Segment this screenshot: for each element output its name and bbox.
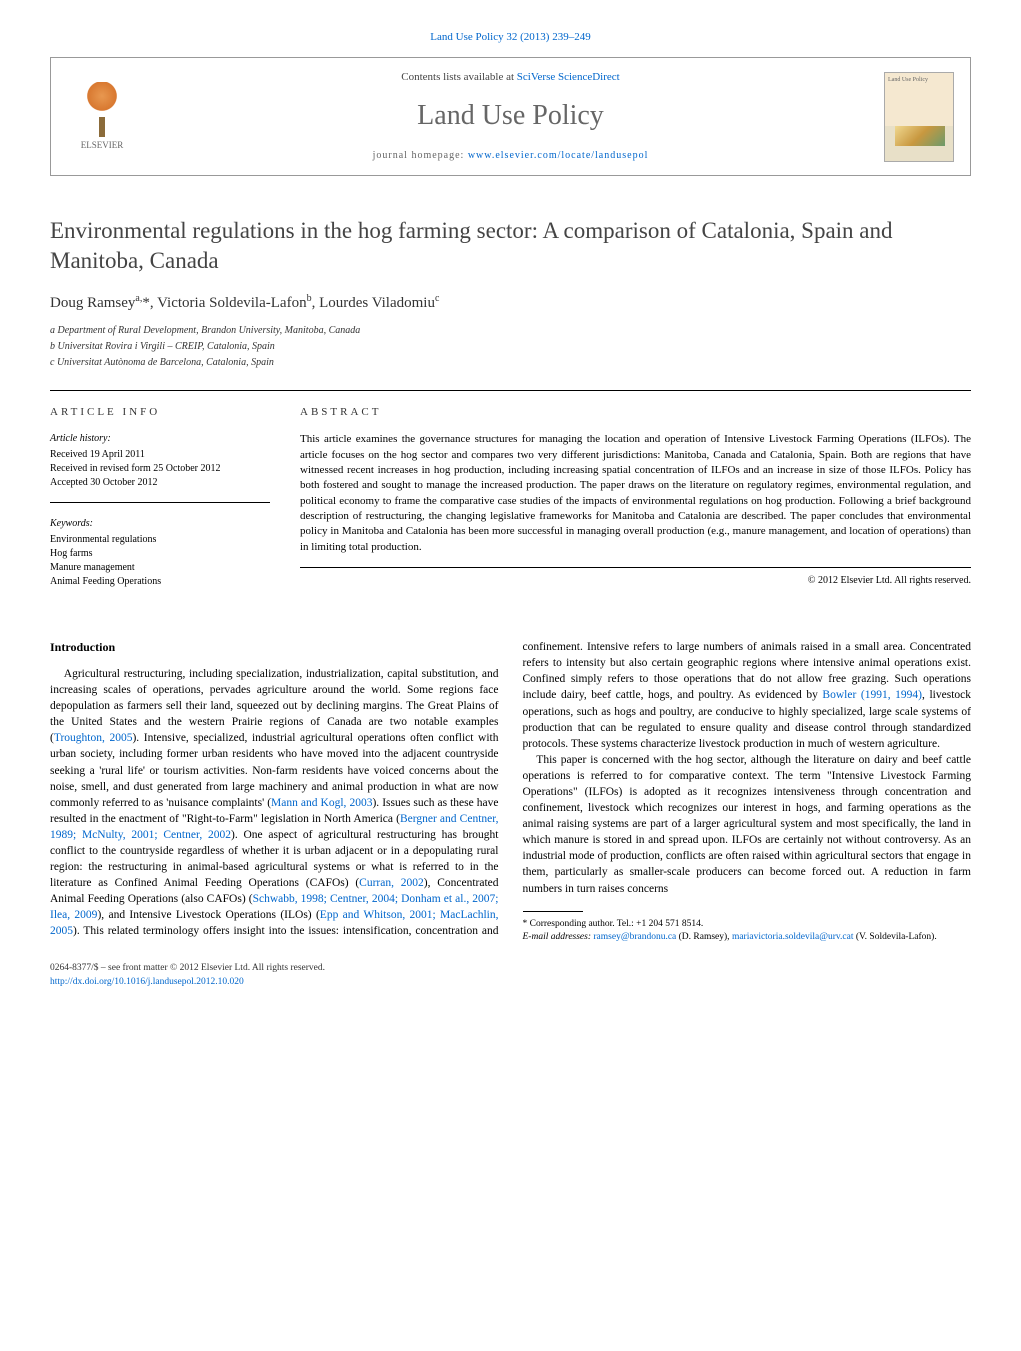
- header-center: Contents lists available at SciVerse Sci…: [153, 70, 868, 163]
- email-addresses: E-mail addresses: ramsey@brandonu.ca (D.…: [523, 931, 972, 944]
- body-paragraph: This paper is concerned with the hog sec…: [523, 752, 972, 897]
- abstract-copyright: © 2012 Elsevier Ltd. All rights reserved…: [300, 574, 971, 588]
- keyword: Environmental regulations: [50, 533, 270, 547]
- journal-reference: Land Use Policy 32 (2013) 239–249: [50, 30, 971, 45]
- keyword: Animal Feeding Operations: [50, 575, 270, 589]
- publisher-label: ELSEVIER: [81, 139, 124, 152]
- history-revised: Received in revised form 25 October 2012: [50, 462, 270, 476]
- abstract-col: ABSTRACT This article examines the gover…: [300, 405, 971, 615]
- elsevier-tree-icon: [77, 82, 127, 137]
- doi-link[interactable]: http://dx.doi.org/10.1016/j.landusepol.2…: [50, 977, 244, 987]
- abstract-text: This article examines the governance str…: [300, 432, 971, 568]
- keywords-block: Keywords: Environmental regulations Hog …: [50, 517, 270, 601]
- body-text: ), and Intensive Livestock Operations (I…: [97, 909, 319, 921]
- history-received: Received 19 April 2011: [50, 448, 270, 462]
- footnotes: * Corresponding author. Tel.: +1 204 571…: [523, 918, 972, 945]
- article-info-col: ARTICLE INFO Article history: Received 1…: [50, 405, 270, 615]
- article-body: Introduction Agricultural restructuring,…: [50, 639, 971, 944]
- citation-link[interactable]: Mann and Kogl, 2003: [271, 797, 372, 809]
- contents-line: Contents lists available at SciVerse Sci…: [153, 70, 868, 85]
- keyword: Manure management: [50, 561, 270, 575]
- homepage-link[interactable]: www.elsevier.com/locate/landusepol: [468, 150, 649, 161]
- article-title: Environmental regulations in the hog far…: [50, 216, 971, 276]
- footnote-separator: [523, 911, 583, 912]
- sciencedirect-link[interactable]: SciVerse ScienceDirect: [517, 71, 620, 83]
- keyword: Hog farms: [50, 547, 270, 561]
- affiliation-a: a Department of Rural Development, Brand…: [50, 324, 971, 338]
- email-who: (D. Ramsey),: [676, 932, 729, 942]
- homepage-prefix: journal homepage:: [373, 150, 468, 161]
- citation-link[interactable]: Bowler (1991, 1994): [822, 689, 922, 701]
- email-link[interactable]: ramsey@brandonu.ca: [593, 932, 676, 942]
- citation-link[interactable]: Troughton, 2005: [54, 732, 133, 744]
- email-link[interactable]: mariavictoria.soldevila@urv.cat: [732, 932, 854, 942]
- authors-line: Doug Ramseya,*, Victoria Soldevila-Lafon…: [50, 292, 971, 314]
- abstract-heading: ABSTRACT: [300, 405, 971, 420]
- keywords-label: Keywords:: [50, 517, 270, 531]
- email-label: E-mail addresses:: [523, 932, 594, 942]
- article-info-heading: ARTICLE INFO: [50, 405, 270, 420]
- email-who: (V. Soldevila-Lafon).: [854, 932, 937, 942]
- issn-copyright-line: 0264-8377/$ – see front matter © 2012 El…: [50, 962, 971, 975]
- journal-name: Land Use Policy: [153, 96, 868, 135]
- homepage-line: journal homepage: www.elsevier.com/locat…: [153, 149, 868, 163]
- affiliations: a Department of Rural Development, Brand…: [50, 324, 971, 370]
- affiliation-b: b Universitat Rovira i Virgili – CREIP, …: [50, 340, 971, 354]
- journal-cover-thumbnail: Land Use Policy: [884, 72, 954, 162]
- publisher-logo: ELSEVIER: [67, 77, 137, 157]
- corresponding-author: * Corresponding author. Tel.: +1 204 571…: [523, 918, 972, 931]
- info-abstract-row: ARTICLE INFO Article history: Received 1…: [50, 390, 971, 615]
- history-label: Article history:: [50, 432, 270, 446]
- affiliation-c: c Universitat Autònoma de Barcelona, Cat…: [50, 356, 971, 370]
- contents-prefix: Contents lists available at: [401, 71, 516, 83]
- history-accepted: Accepted 30 October 2012: [50, 476, 270, 490]
- page-footer: 0264-8377/$ – see front matter © 2012 El…: [50, 962, 971, 989]
- cover-label: Land Use Policy: [888, 77, 928, 83]
- intro-heading: Introduction: [50, 639, 499, 656]
- journal-header-box: ELSEVIER Contents lists available at Sci…: [50, 57, 971, 176]
- article-history-block: Article history: Received 19 April 2011 …: [50, 432, 270, 503]
- citation-link[interactable]: Curran, 2002: [359, 877, 424, 889]
